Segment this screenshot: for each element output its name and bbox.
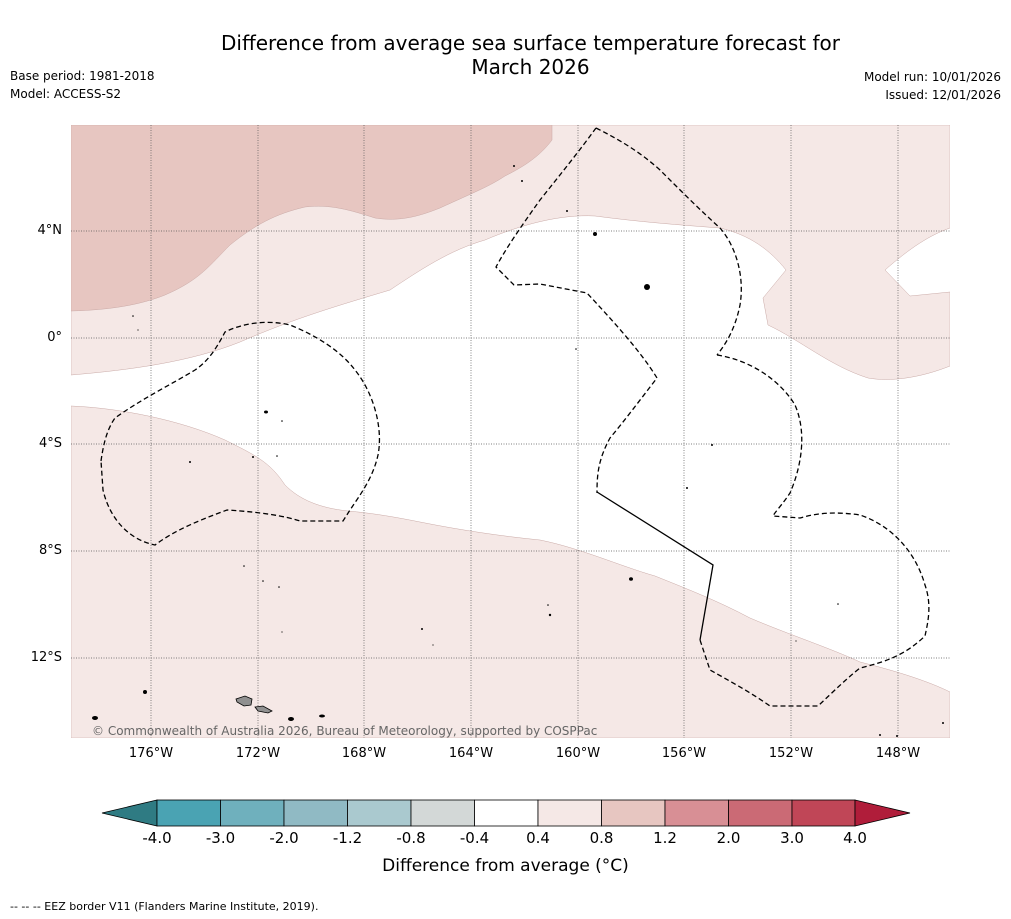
colorbar-tick-label: 4.0 [843, 829, 867, 847]
colorbar-extend-min [101, 799, 158, 827]
map-area [71, 125, 950, 738]
colorbar-tick-label: -1.2 [332, 829, 363, 847]
lon-label: 156°W [661, 746, 707, 761]
eez-border-solid [596, 491, 714, 641]
colorbar-bin [728, 799, 793, 827]
eez-borders [100, 127, 930, 707]
colorbar-tick-label: -2.0 [269, 829, 299, 847]
colorbar-bin [347, 799, 412, 827]
title-line-1: Difference from average sea surface temp… [220, 31, 840, 55]
colorbar-title: Difference from average (°C) [382, 856, 629, 876]
lon-label: 172°W [235, 746, 281, 761]
lat-label: 8°S [38, 543, 62, 558]
southern-anomaly-band [71, 405, 950, 738]
colorbar-tick-label: -0.8 [396, 829, 426, 847]
colorbar-tick-label: 0.8 [589, 829, 614, 847]
samoa-islands [235, 695, 273, 714]
copyright-notice: © Commonwealth of Australia 2026, Bureau… [92, 724, 598, 738]
model-run: Model run: 10/01/2026 [863, 70, 1001, 84]
lat-label: 4°S [38, 436, 62, 451]
lat-label: 4°N [37, 223, 63, 238]
colorbar-tick-label: -0.4 [459, 829, 490, 847]
northern-strong-anomaly [71, 125, 553, 312]
lon-label: 160°W [555, 746, 601, 761]
colorbar-bin [220, 799, 285, 827]
colorbar-tick-label: 0.4 [526, 829, 550, 847]
model-name: Model: ACCESS-S2 [10, 87, 122, 101]
lon-label: 152°W [768, 746, 814, 761]
colorbar-bin [156, 799, 221, 827]
colorbar-bin [410, 799, 475, 827]
colorbar-tick-label: 3.0 [780, 829, 804, 847]
issued-date: Issued: 12/01/2026 [885, 88, 1001, 102]
meta-left: Base period: 1981-2018 Model: ACCESS-S2 [10, 67, 155, 103]
chart-title: Difference from average sea surface temp… [0, 31, 1011, 79]
base-period: Base period: 1981-2018 [10, 69, 155, 83]
colorbar-tick-label: -3.0 [205, 829, 236, 847]
lat-label: 0° [47, 330, 62, 345]
colorbar-tick-label: 2.0 [716, 829, 741, 847]
graticule [71, 125, 950, 738]
colorbar-bin [537, 799, 602, 827]
lon-label: 168°W [341, 746, 387, 761]
colorbar-bin [601, 799, 666, 827]
colorbar-bin [283, 799, 348, 827]
eez-footnote: -- -- -- EEZ border V11 (Flanders Marine… [10, 900, 319, 913]
colorbar-tick-label: -4.0 [142, 829, 172, 847]
lon-label: 176°W [128, 746, 174, 761]
meta-right: Model run: 10/01/2026 Issued: 12/01/2026 [864, 68, 1001, 104]
lat-label: 12°S [30, 650, 62, 665]
colorbar [101, 799, 911, 827]
colorbar-bin [791, 799, 856, 827]
lon-label: 148°W [875, 746, 921, 761]
lon-label: 164°W [448, 746, 494, 761]
islands [92, 165, 944, 737]
colorbar-bin [474, 799, 539, 827]
title-line-2: March 2026 [471, 55, 590, 79]
colorbar-bin [664, 799, 729, 827]
colorbar-tick-label: 1.2 [653, 829, 677, 847]
colorbar-extend-max [854, 799, 911, 827]
